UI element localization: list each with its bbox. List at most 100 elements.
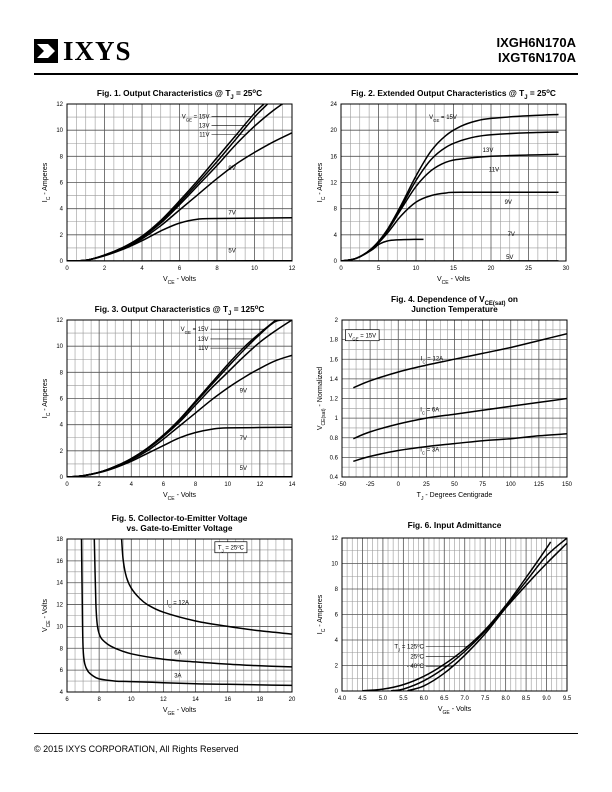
fig2-series-label: 11V <box>489 167 499 173</box>
fig6-xtick-label: 8.5 <box>522 696 531 702</box>
fig2-series-label: 13V <box>483 148 494 154</box>
fig4-xtick-label: 100 <box>506 482 517 488</box>
fig3-ytick-label: 2 <box>60 449 64 455</box>
fig5-series-line <box>93 539 292 668</box>
fig1-ylabel: IC - Amperes <box>42 162 52 202</box>
fig1-series-label: 9V <box>228 166 235 172</box>
fig6-xtick-label: 4.5 <box>358 696 367 702</box>
fig1-ytick-label: 10 <box>56 128 63 134</box>
fig6-xtick-label: 5.0 <box>379 696 388 702</box>
fig4-ylabel: VCE(sat) - Normalized <box>317 367 327 430</box>
fig3-series-label: 11V <box>198 346 208 352</box>
fig4-ytick-label: 1.2 <box>330 397 339 403</box>
fig6-xtick-label: 7.5 <box>481 696 490 702</box>
fig6-ytick-label: 6 <box>335 613 339 619</box>
fig4-series-label: IC = 6A <box>420 407 439 415</box>
fig2-ytick-label: 12 <box>330 181 337 187</box>
fig4-xtick-label: -50 <box>338 482 347 488</box>
fig4-ytick-label: 2 <box>335 318 339 324</box>
fig1-xtick-label: 8 <box>215 266 219 272</box>
fig6-xtick-label: 6.0 <box>420 696 429 702</box>
fig5-xtick-label: 14 <box>192 697 199 703</box>
fig2-xtick-label: 5 <box>377 266 381 272</box>
logo-mark-icon <box>34 39 58 63</box>
fig2-xtick-label: 15 <box>450 266 457 272</box>
fig4-xtick-label: 125 <box>534 482 545 488</box>
fig1-xtick-label: 6 <box>178 266 182 272</box>
fig1-series-label: VGE = 15V <box>182 114 210 122</box>
fig5-ytick-label: 12 <box>56 603 63 609</box>
fig5-ytick-label: 16 <box>56 559 63 565</box>
fig2-chart: Fig. 2. Extended Output Characteristics … <box>317 88 570 286</box>
fig6-xtick-label: 9.5 <box>563 696 572 702</box>
fig5-ytick-label: 4 <box>60 690 64 696</box>
fig4-annotation: VGE = 15V <box>348 334 376 342</box>
fig6-ytick-label: 0 <box>335 689 339 695</box>
fig5-series-line <box>80 539 292 687</box>
fig6-xtick-label: 7.0 <box>461 696 470 702</box>
fig5-ylabel: VCE - Volts <box>42 598 52 632</box>
fig3-xtick-label: 6 <box>162 482 166 488</box>
fig1-xtick-label: 0 <box>65 266 69 272</box>
fig2-ytick-label: 20 <box>330 128 337 134</box>
fig5-xtick-label: 12 <box>160 697 167 703</box>
fig2-xlabel: VCE - Volts <box>437 276 471 286</box>
fig3-xtick-label: 0 <box>65 482 69 488</box>
fig5-ytick-label: 8 <box>60 646 64 652</box>
fig4-xtick-label: -25 <box>366 482 375 488</box>
fig2-xtick-label: 25 <box>525 266 532 272</box>
fig2-series-label: 5V <box>506 255 513 261</box>
fig4-series-label: IC = 12A <box>421 356 443 364</box>
fig4-series-line <box>353 332 567 389</box>
fig2-series-line <box>341 131 559 261</box>
fig5-xtick-label: 20 <box>289 697 296 703</box>
fig1-xtick-label: 4 <box>140 266 144 272</box>
logo-text: IXYS <box>63 36 132 66</box>
part-number-1: IXGH6N170A <box>496 35 576 50</box>
fig3-series-line <box>67 426 292 477</box>
fig3-ytick-label: 12 <box>56 318 63 324</box>
fig6-chart: Fig. 6. Input Admittance 4.0 4.5 5.0 5.5 6.0 6… <box>317 520 572 716</box>
fig1-ytick-label: 8 <box>60 154 64 160</box>
fig1-chart: Fig. 1. Output Characteristics @ TJ = 25… <box>42 88 296 286</box>
page-header: IXYS IXGH6N170A IXGT6N170A <box>34 35 578 75</box>
fig3-series-label: 5V <box>240 466 247 472</box>
fig6-ylabel: IC - Amperes <box>317 594 327 634</box>
ixys-logo: IXYS <box>34 37 132 65</box>
fig6-ytick-label: 4 <box>335 638 339 644</box>
fig4-title-line: Fig. 4. Dependence of VCE(sat) on <box>391 294 518 307</box>
fig2-ytick-label: 8 <box>334 207 338 213</box>
fig6-series-label: - 40oC <box>407 662 425 671</box>
fig1-ytick-label: 6 <box>60 181 64 187</box>
fig4-ytick-label: 0.8 <box>330 436 339 442</box>
fig3-xlabel: VCE - Volts <box>163 492 197 502</box>
fig2-ylabel: IC - Amperes <box>317 162 327 202</box>
fig4-ytick-label: 0.6 <box>330 455 339 461</box>
fig3-title: Fig. 3. Output Characteristics @ TJ = 12… <box>95 304 265 317</box>
fig2-title: Fig. 2. Extended Output Characteristics … <box>351 88 556 101</box>
fig1-xtick-label: 12 <box>289 266 296 272</box>
fig2-series-label: 9V <box>505 200 512 206</box>
fig3-series-label: 13V <box>198 337 209 343</box>
fig2-series-line <box>341 153 559 261</box>
fig5-xtick-label: 8 <box>97 697 101 703</box>
fig3-ytick-label: 8 <box>60 370 64 376</box>
fig6-title: Fig. 6. Input Admittance <box>408 520 502 530</box>
fig6-xtick-label: 5.5 <box>399 696 408 702</box>
fig2-xtick-label: 20 <box>488 266 495 272</box>
fig6-series-label: TJ = 125oC <box>394 642 424 652</box>
fig3-xtick-label: 2 <box>97 482 101 488</box>
part-numbers: IXGH6N170A IXGT6N170A <box>497 35 576 65</box>
fig5-ytick-label: 6 <box>60 668 64 674</box>
fig5-xlabel: VGE - Volts <box>163 707 197 717</box>
fig4-xtick-label: 50 <box>451 482 458 488</box>
fig5-ytick-label: 10 <box>56 624 63 630</box>
fig5-xtick-label: 10 <box>128 697 135 703</box>
fig3-xtick-label: 4 <box>130 482 134 488</box>
fig4-xtick-label: 25 <box>423 482 430 488</box>
fig1-xtick-label: 2 <box>103 266 107 272</box>
fig4-series-label: IC = 3A <box>420 448 439 456</box>
fig5-xtick-label: 16 <box>224 697 231 703</box>
fig1-ytick-label: 12 <box>56 102 63 108</box>
fig6-ytick-label: 2 <box>335 664 339 670</box>
